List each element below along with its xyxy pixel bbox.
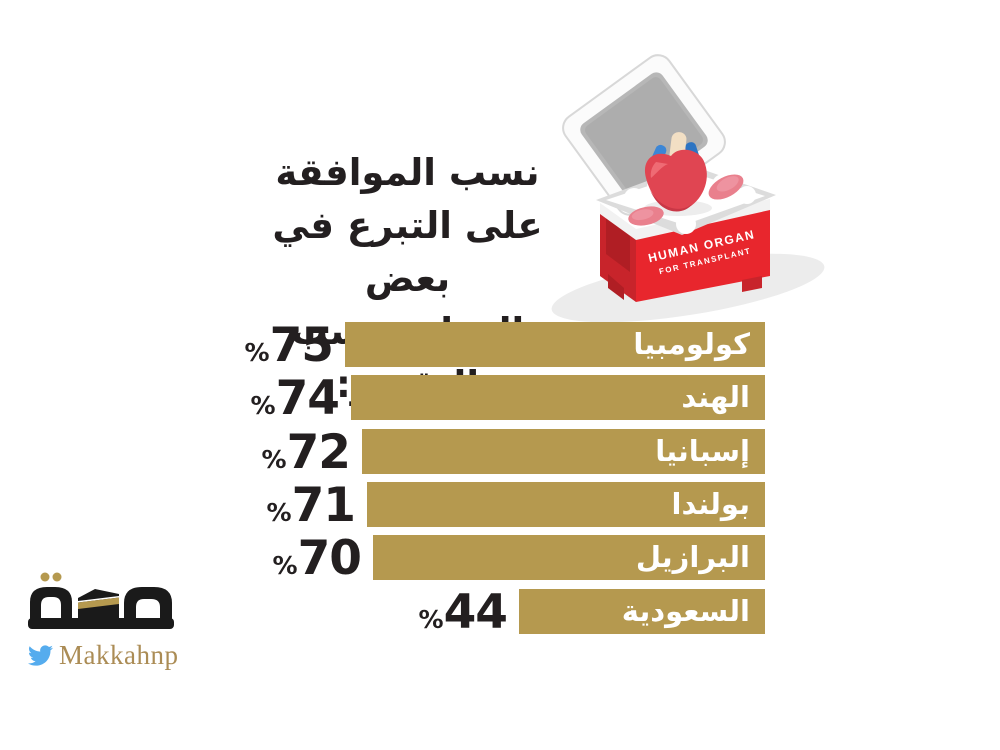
percent-value: 71 xyxy=(291,478,356,533)
organ-cooler-illustration: HUMAN ORGAN FOR TRANSPLANT xyxy=(538,38,860,323)
twitter-handle: Makkahnp xyxy=(59,640,179,670)
percent-sign: % xyxy=(266,498,292,527)
bar-row: %74 الهند xyxy=(200,375,765,422)
bar-value-label: %75 xyxy=(244,322,334,369)
bar-country-label: الهند xyxy=(681,380,750,414)
bar: إسبانيا xyxy=(362,429,765,474)
kidney-right xyxy=(708,174,744,200)
bar-value-label: %74 xyxy=(250,375,340,422)
bar-row: %44 السعودية xyxy=(200,589,765,636)
kidney-left xyxy=(628,206,664,226)
heart xyxy=(644,132,707,212)
bar-value-label: %70 xyxy=(272,535,362,582)
makkah-logo xyxy=(28,572,174,629)
chart-title-line-1: نسب الموافقة xyxy=(275,151,540,194)
bar: بولندا xyxy=(367,482,765,527)
bar-country-label: السعودية xyxy=(621,594,750,628)
logo-dot-left xyxy=(40,572,50,582)
bar-value-label: %72 xyxy=(261,429,351,476)
percent-sign: % xyxy=(418,605,444,634)
twitter-handle-row: Makkahnp xyxy=(28,640,178,671)
bar-row: %70 البرازيل xyxy=(200,535,765,582)
twitter-bird-icon xyxy=(28,645,53,666)
bar-row: %75 كولومبيا xyxy=(200,322,765,369)
bar-country-label: إسبانيا xyxy=(655,434,750,468)
percent-value: 44 xyxy=(443,585,508,640)
percent-value: 75 xyxy=(269,318,334,373)
bar-value-label: %44 xyxy=(418,589,508,636)
chart-title-line-2: على التبرع في بعض xyxy=(272,204,543,300)
footer-brand: Makkahnp xyxy=(20,568,240,678)
percent-sign: % xyxy=(261,445,287,474)
percent-value: 72 xyxy=(286,425,351,480)
bar-country-label: بولندا xyxy=(671,487,751,521)
bar-country-label: البرازيل xyxy=(635,540,750,574)
percent-sign: % xyxy=(244,338,270,367)
bar: الهند xyxy=(351,375,765,420)
percent-value: 74 xyxy=(275,371,340,426)
percent-sign: % xyxy=(272,551,298,580)
bar: السعودية xyxy=(519,589,765,634)
organ-cooler-svg: HUMAN ORGAN FOR TRANSPLANT xyxy=(551,54,825,323)
logo-dot-right xyxy=(52,572,62,582)
percent-value: 70 xyxy=(297,531,362,586)
bar-chart: %75 كولومبيا %74 الهند %72 إسبانيا %71 بولندا %7… xyxy=(200,322,765,637)
bar: كولومبيا xyxy=(345,322,765,367)
bar-value-label: %71 xyxy=(266,482,356,529)
percent-sign: % xyxy=(250,391,276,420)
bar-row: %72 إسبانيا xyxy=(200,429,765,476)
bar-row: %71 بولندا xyxy=(200,482,765,529)
bar: البرازيل xyxy=(373,535,765,580)
bar-country-label: كولومبيا xyxy=(633,327,750,361)
